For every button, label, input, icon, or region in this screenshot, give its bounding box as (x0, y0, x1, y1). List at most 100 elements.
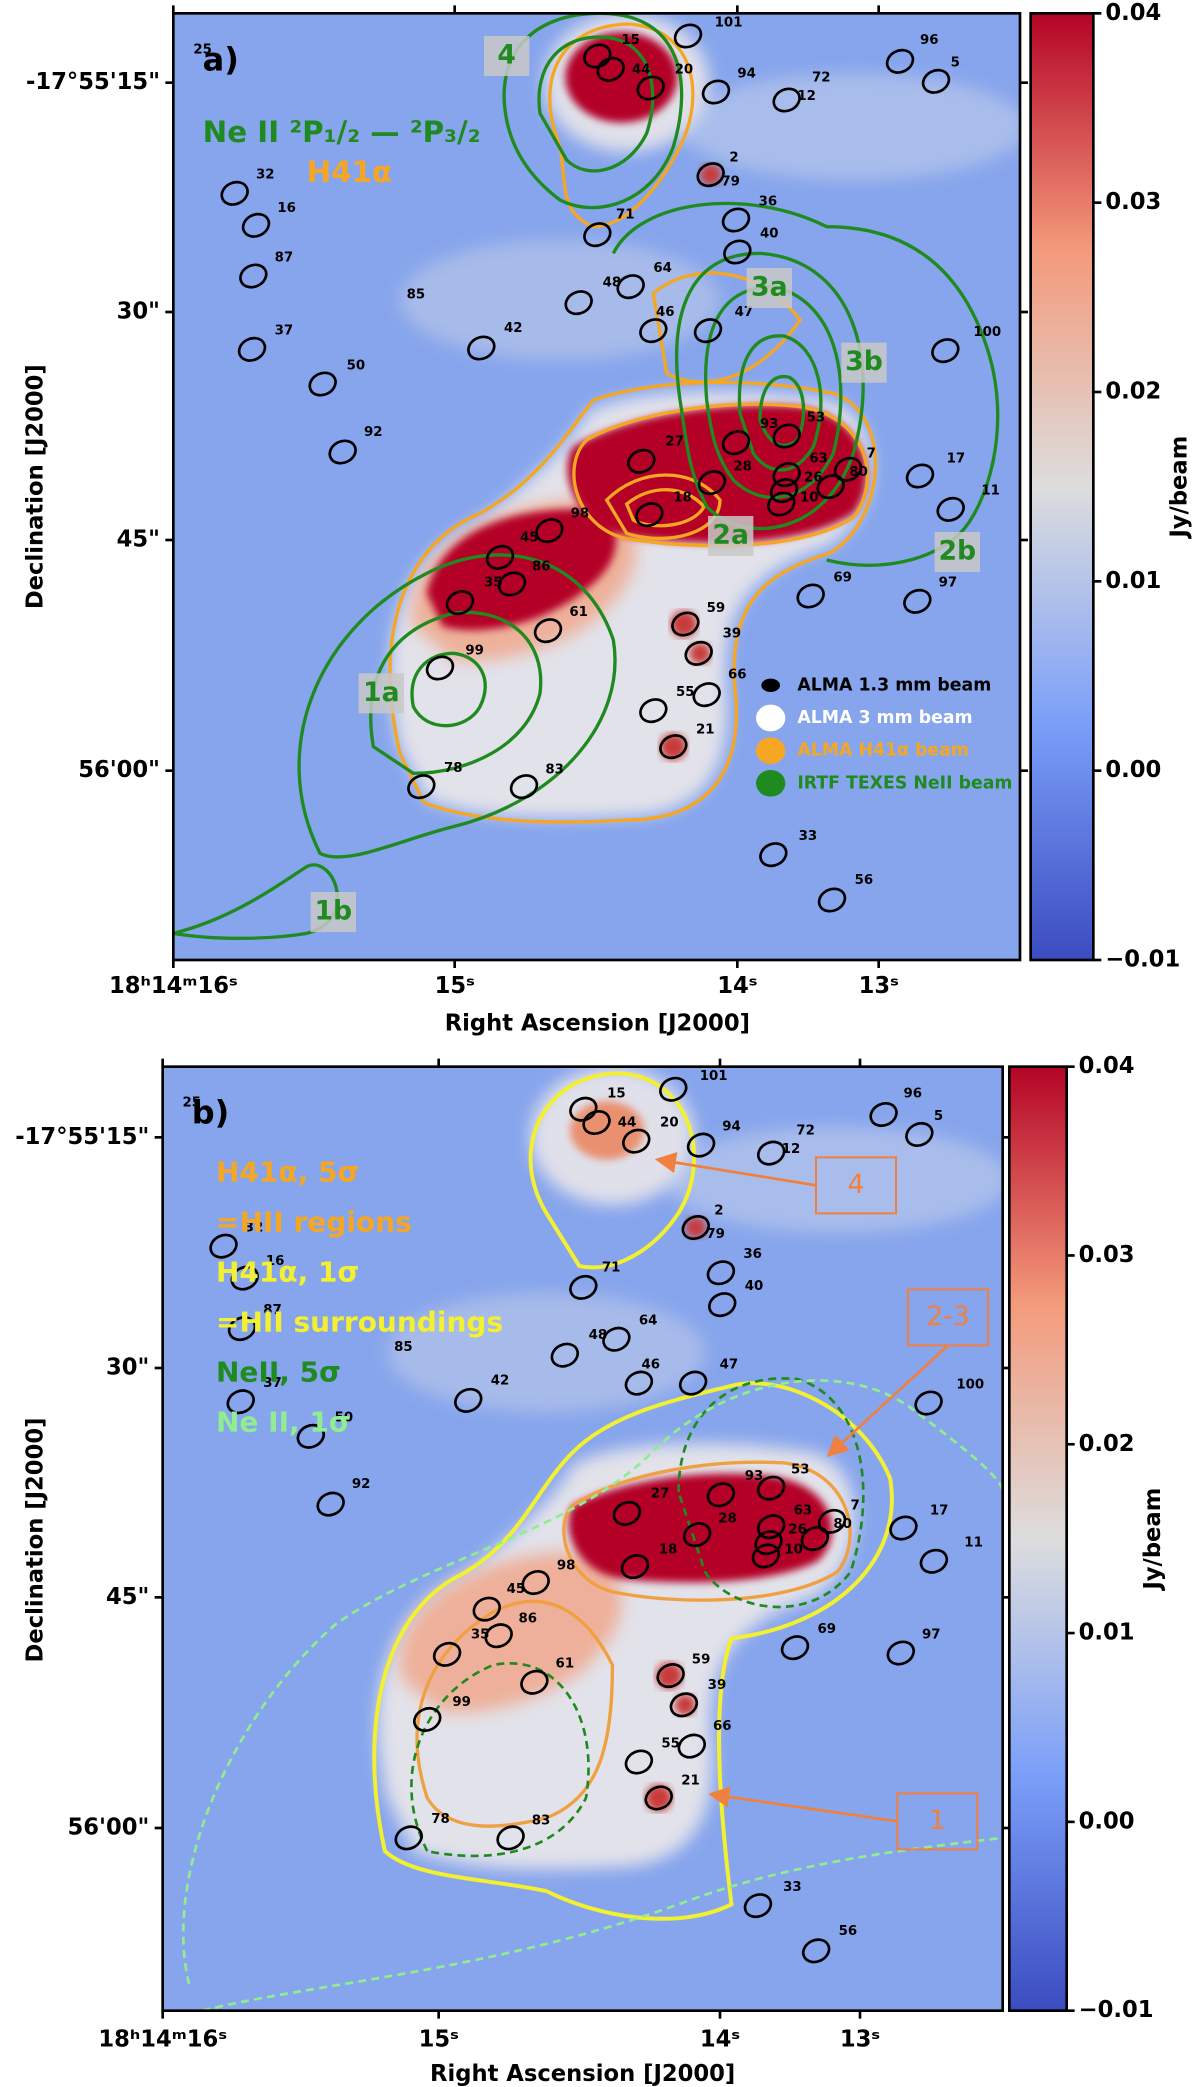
source-label: 71 (602, 1260, 621, 1275)
beam-marker (756, 737, 786, 764)
colorbar (1029, 12, 1095, 962)
x-tick-label: 14ˢ (700, 2027, 740, 2053)
source-beam (671, 611, 700, 637)
colorbar-tick-label: 0.00 (1079, 1808, 1135, 1834)
source-label: 27 (651, 1486, 670, 1501)
neii-contour (675, 251, 865, 531)
source-label: 36 (759, 194, 778, 209)
source-label: 79 (706, 1227, 725, 1242)
source-label: 101 (715, 16, 743, 31)
source-label: 15 (621, 33, 640, 48)
y-axis-label: Declination [J2000] (23, 364, 49, 609)
source-label: 7 (867, 446, 876, 461)
source-label: 98 (557, 1558, 576, 1573)
source-beam (889, 1515, 918, 1541)
source-beam (756, 1514, 786, 1540)
source-beam (759, 842, 788, 868)
source-label: 47 (720, 1357, 739, 1372)
source-label: 40 (745, 1279, 764, 1294)
legend-label: Ne II, 1σ (216, 1405, 351, 1438)
source-beam (644, 1785, 673, 1811)
x-tick-label: 18ʰ14ᵐ16ˢ (98, 2027, 227, 2053)
source-label: 37 (263, 1376, 282, 1391)
source-beam (639, 698, 668, 724)
beam-marker (756, 770, 786, 797)
legend-label: H41α, 5σ (216, 1155, 359, 1188)
legend-label: =HII surroundings (216, 1305, 503, 1338)
neii-contour (737, 334, 823, 472)
source-label: 72 (796, 1123, 815, 1138)
colorbar-tick-label: −0.01 (1079, 1997, 1154, 2023)
source-label: 26 (788, 1522, 807, 1537)
source-label: 44 (632, 62, 651, 77)
source-label: 69 (833, 570, 852, 585)
source-label: 86 (519, 1611, 538, 1626)
y-tick-label: 56'00" (68, 1815, 150, 1841)
faint-emission (665, 1126, 1003, 1233)
legend-label: =HII regions (216, 1205, 412, 1238)
source-label: 16 (266, 1254, 285, 1269)
source-beam (496, 1825, 525, 1851)
source-beam (701, 79, 731, 105)
source-beam (509, 774, 539, 800)
source-beam (569, 1274, 598, 1300)
source-label: 100 (973, 325, 1001, 340)
source-beam (467, 335, 496, 361)
colorbar-tick-label: 0.03 (1079, 1242, 1135, 1268)
source-beam (869, 1102, 898, 1128)
bright-emission (645, 1784, 672, 1812)
source-beam (639, 318, 668, 344)
source-label: 18 (673, 490, 692, 505)
faint-emission (400, 240, 720, 360)
region-label: 3a (751, 272, 788, 303)
bright-emission (660, 733, 687, 760)
annotation-arrow (654, 1152, 817, 1187)
neii-contour (704, 284, 843, 500)
source-beam (445, 590, 475, 616)
neii-contour (173, 863, 339, 940)
neii-contour (369, 610, 543, 776)
source-beam (602, 1326, 631, 1352)
source-label: 15 (607, 1086, 626, 1101)
source-label: 56 (855, 873, 874, 888)
source-label: 33 (799, 829, 818, 844)
region-label-box (358, 673, 404, 714)
source-label: 53 (791, 1463, 810, 1478)
source-label: 50 (335, 1411, 354, 1426)
source-beam (432, 1641, 462, 1667)
source-beam (706, 1482, 736, 1508)
h41-contour (604, 473, 722, 541)
source-label: 25 (183, 1096, 202, 1111)
neii-contour (297, 553, 617, 859)
source-label: 66 (728, 668, 747, 683)
x-axis-label: Right Ascension [J2000] (430, 2061, 735, 2087)
beam-legend-label: ALMA 3 mm beam (797, 708, 972, 728)
source-label: 50 (347, 358, 366, 373)
source-label: 21 (696, 722, 715, 737)
source-label: 72 (812, 70, 831, 85)
source-label: 59 (707, 601, 726, 616)
contour (562, 1460, 852, 1602)
x-tick-label: 15ˢ (419, 2027, 459, 2053)
source-beam (227, 1316, 257, 1342)
source-label: 101 (700, 1069, 728, 1084)
source-beam (692, 682, 721, 708)
source-label: 96 (903, 1086, 922, 1101)
source-beam (919, 1548, 949, 1574)
source-beam (128, 1097, 161, 1128)
beam-marker (761, 678, 780, 692)
source-beam (817, 887, 847, 913)
contour (528, 1071, 696, 1270)
y-tick-label: 30" (106, 1355, 149, 1381)
source-beam (681, 1215, 710, 1241)
source-label: 46 (642, 1357, 661, 1372)
beam-legend-label: ALMA H41α beam (797, 741, 969, 761)
source-beam (772, 462, 801, 488)
y-axis-label: Declination [J2000] (23, 1418, 49, 1663)
source-beam (220, 180, 249, 206)
source-beam (624, 1370, 654, 1396)
